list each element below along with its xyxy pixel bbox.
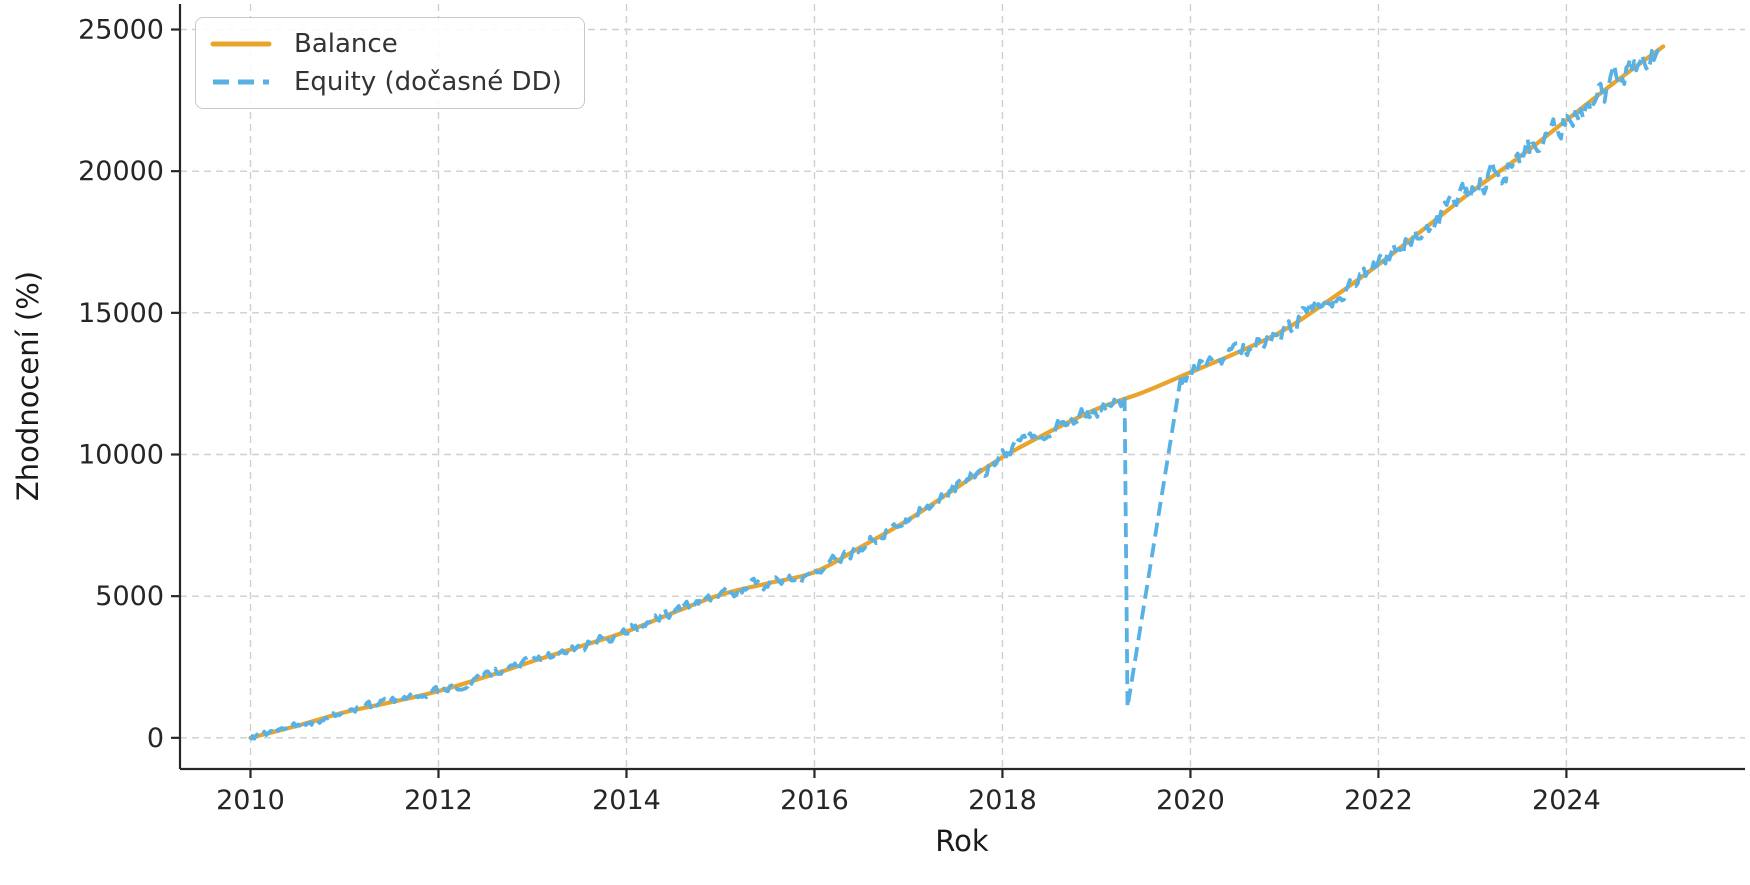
y-tick-label: 10000 [78,440,164,471]
x-tick-label: 2024 [1532,785,1601,816]
x-tick-label: 2016 [780,785,849,816]
legend-item-equity: Equity (dočasné DD) [210,69,562,95]
balance-line-series [248,44,1666,740]
x-tick-labels-group: 2010 2012 2014 2016 2018 2020 2022 2024 [216,785,1601,816]
x-tick-label: 2010 [216,785,285,816]
x-axis-label: Rok [935,824,989,858]
y-tick-label: 25000 [78,15,164,46]
x-tick-label: 2022 [1344,785,1413,816]
equity-line-swatch-icon [213,79,269,85]
y-tick-label: 20000 [78,156,164,187]
legend-label-balance: Balance [294,29,398,59]
legend: Balance Equity (dočasné DD) [195,17,585,109]
legend-label-equity: Equity (dočasné DD) [294,67,562,97]
y-axis-label: Zhodnocení (%) [11,271,45,501]
y-tick-label: 5000 [95,581,164,612]
x-tick-label: 2020 [1156,785,1225,816]
axis-ticks-group [171,28,1568,778]
x-tick-label: 2018 [968,785,1037,816]
x-tick-label: 2014 [592,785,661,816]
gridlines-group [180,4,1745,769]
y-tick-label: 0 [147,723,164,754]
x-tick-label: 2012 [404,785,473,816]
balance-line-swatch-icon [210,41,272,47]
y-tick-label: 15000 [78,298,164,329]
y-tick-labels-group: 0 5000 10000 15000 20000 25000 [78,15,164,754]
equity-line-series [248,48,1664,741]
axis-spines-group [178,4,1745,771]
legend-item-balance: Balance [210,31,562,57]
